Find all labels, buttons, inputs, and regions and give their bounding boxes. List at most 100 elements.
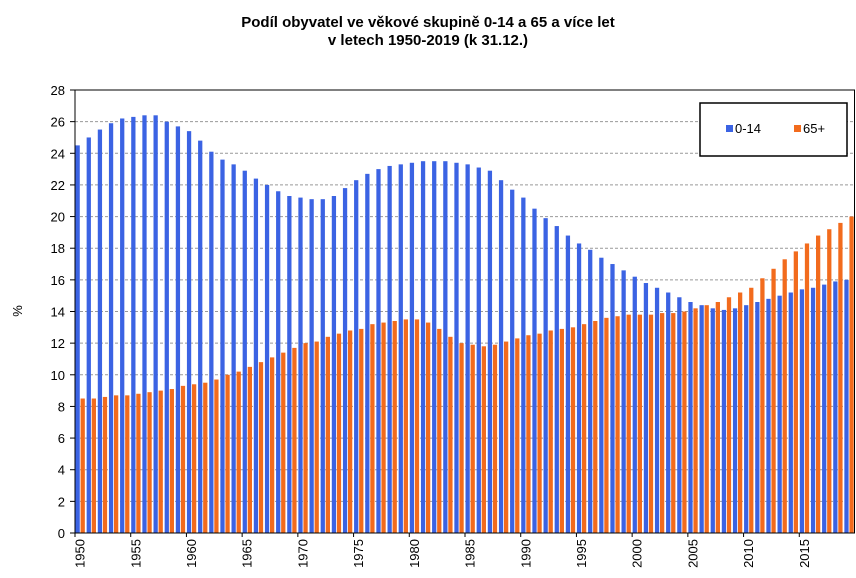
bar: [844, 279, 849, 533]
bar: [744, 305, 749, 533]
y-axis-label: %: [10, 305, 25, 317]
bar: [626, 314, 631, 533]
bar: [548, 330, 553, 533]
bar: [610, 264, 615, 533]
bar: [760, 278, 765, 533]
bar: [476, 167, 481, 533]
bar: [114, 395, 119, 533]
bar: [158, 390, 163, 533]
chart-title: v letech 1950-2019 (k 31.12.): [328, 32, 528, 49]
bar: [142, 115, 147, 534]
bar: [738, 292, 743, 533]
y-tick-label: 2: [58, 494, 65, 509]
x-tick-label: 2005: [685, 539, 700, 568]
y-tick-label: 18: [51, 241, 65, 256]
bar: [559, 328, 564, 533]
x-tick-label: 1970: [295, 539, 310, 568]
bar: [833, 281, 838, 533]
bar: [75, 145, 80, 533]
y-tick-label: 24: [51, 146, 65, 161]
x-tick-label: 1950: [73, 539, 88, 568]
bar: [615, 316, 620, 533]
x-tick-label: 2000: [630, 539, 645, 568]
bar: [771, 268, 776, 533]
bar: [822, 284, 827, 533]
bar: [521, 197, 526, 534]
legend-swatch: [794, 125, 801, 132]
bar: [788, 292, 793, 533]
bar: [648, 314, 654, 533]
bar: [303, 343, 308, 533]
bar: [320, 199, 325, 534]
y-tick-label: 4: [58, 463, 65, 478]
x-tick-label: 1960: [184, 539, 199, 568]
y-tick-label: 0: [58, 526, 65, 541]
bar: [593, 320, 598, 533]
legend-label: 65+: [803, 121, 825, 136]
bar: [604, 317, 609, 533]
bar: [682, 311, 687, 533]
bar: [102, 396, 108, 533]
bar: [381, 322, 386, 533]
bar: [309, 199, 314, 534]
bar: [192, 384, 197, 533]
bar: [621, 270, 626, 533]
bar: [749, 287, 754, 533]
bar: [203, 382, 208, 533]
x-tick-label: 1965: [240, 539, 255, 568]
bar: [766, 298, 771, 533]
bar: [125, 395, 130, 533]
bar: [710, 308, 715, 533]
y-tick-label: 26: [51, 115, 65, 130]
bar: [777, 295, 782, 533]
x-tick-label: 1980: [407, 539, 422, 568]
bar: [510, 189, 515, 534]
bar: [209, 151, 214, 534]
bar: [588, 249, 593, 533]
bar: [264, 184, 270, 533]
bar: [370, 324, 375, 533]
bar: [599, 257, 604, 533]
bar: [314, 341, 319, 533]
x-tick-label: 1990: [518, 539, 533, 568]
x-tick-label: 1955: [128, 539, 143, 568]
bar: [236, 371, 241, 533]
bar: [810, 287, 816, 533]
bar: [492, 344, 498, 533]
bar: [336, 333, 342, 533]
bar: [448, 336, 453, 533]
bar: [459, 343, 464, 533]
bar: [225, 374, 230, 533]
bar: [365, 173, 370, 533]
bar: [465, 164, 470, 533]
bar: [258, 362, 264, 533]
bar: [443, 161, 448, 534]
bar: [666, 292, 671, 533]
bar: [643, 283, 649, 533]
bar: [537, 333, 542, 533]
bar: [532, 208, 537, 534]
bar: [169, 389, 174, 533]
x-tick-label: 1975: [351, 539, 366, 568]
y-tick-label: 10: [51, 368, 65, 383]
bar: [287, 196, 292, 533]
bar: [504, 341, 509, 533]
y-tick-label: 6: [58, 431, 65, 446]
y-tick-label: 14: [51, 305, 65, 320]
bar: [432, 161, 437, 534]
bar: [354, 180, 359, 534]
bar: [704, 305, 709, 533]
bar: [732, 308, 738, 533]
bar: [180, 385, 186, 533]
bar: [325, 336, 330, 533]
y-tick-label: 12: [51, 336, 65, 351]
bar: [398, 164, 403, 533]
bar: [565, 235, 571, 534]
bar: [80, 398, 85, 533]
bar: [487, 170, 493, 534]
bar: [498, 180, 504, 534]
bar: [253, 178, 259, 533]
bar: [153, 115, 158, 534]
bar: [515, 338, 520, 533]
bar: [677, 297, 682, 533]
